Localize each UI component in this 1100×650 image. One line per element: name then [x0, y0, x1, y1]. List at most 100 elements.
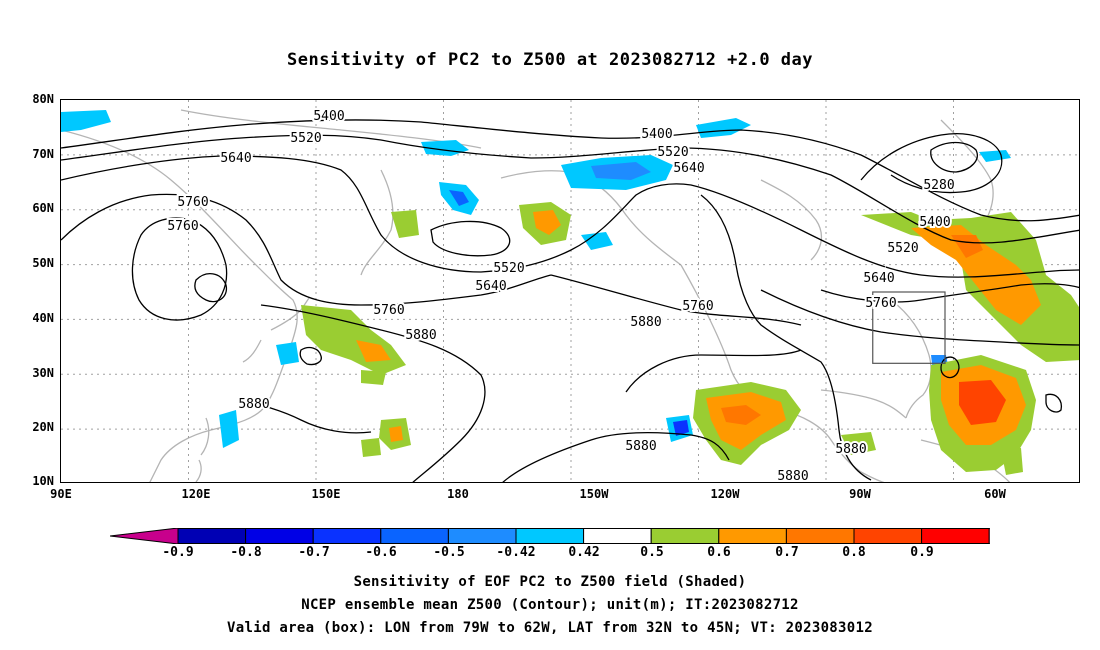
colorbar-segment — [447, 528, 517, 544]
negative-area — [276, 342, 299, 365]
positive-area — [391, 210, 419, 238]
negative-area — [61, 110, 111, 132]
colorbar-under-triangle — [110, 528, 179, 544]
colorbar-tick-label: -0.9 — [162, 545, 194, 560]
contour-label: 5640 — [475, 279, 506, 294]
contour-line — [131, 217, 228, 321]
positive-area — [1001, 448, 1023, 475]
contour-line — [502, 431, 730, 482]
positive-area — [361, 370, 386, 385]
positive-area — [361, 438, 381, 457]
positive-area — [356, 340, 391, 362]
contour-line — [61, 119, 1079, 222]
negative-area — [673, 420, 689, 436]
colorbar-segment — [380, 528, 449, 544]
contour-label: 5760 — [167, 219, 198, 234]
colorbar-segment — [583, 528, 652, 544]
lon-label: 90E — [50, 487, 72, 501]
lat-label: 60N — [32, 201, 54, 215]
colorbar-tick-label: 0.7 — [775, 545, 799, 560]
colorbar-segment — [515, 528, 585, 544]
contour-label-group: 5400 5520 5640 5760 5760 5520 5640 5760 … — [165, 107, 956, 483]
colorbar-tick-label: 0.6 — [707, 545, 731, 560]
contour-line — [61, 134, 1079, 244]
contour-label: 5280 — [923, 178, 954, 193]
lat-label: 30N — [32, 366, 54, 380]
lat-label: 70N — [32, 147, 54, 161]
lat-label: 80N — [32, 92, 54, 106]
colorbar-tick-label: -0.7 — [298, 545, 330, 560]
philippines-coastline — [195, 417, 210, 482]
colorbar-tick-label: -0.6 — [365, 545, 397, 560]
contour-line — [940, 356, 960, 379]
contour-line — [860, 133, 1003, 194]
colorbar-over-triangle — [988, 528, 990, 544]
negative-area — [696, 118, 751, 138]
contour-label: 5520 — [290, 131, 321, 146]
contour-label: 5400 — [313, 109, 344, 124]
lon-label: 120W — [710, 487, 740, 501]
contour-label: 5760 — [373, 303, 404, 318]
contour-label: 5640 — [220, 151, 251, 166]
colorbar-segment — [853, 528, 923, 544]
contour-line — [430, 220, 511, 257]
map-panel: 5400 5520 5640 5760 5760 5520 5640 5760 … — [60, 99, 1080, 483]
contour-line — [299, 346, 322, 366]
caption-contour: NCEP ensemble mean Z500 (Contour); unit(… — [301, 597, 799, 613]
contour-line — [700, 194, 872, 481]
contour-label: 5640 — [673, 161, 704, 176]
colorbar-segment — [177, 528, 247, 544]
contour-label: 5880 — [238, 397, 269, 412]
us-east-coastline — [890, 299, 932, 419]
contour-label: 5400 — [919, 215, 950, 230]
graticule — [61, 100, 1079, 482]
lat-label: 20N — [32, 420, 54, 434]
caption-valid-area: Valid area (box): LON from 79W to 62W, L… — [227, 620, 873, 636]
contour-label: 5880 — [405, 328, 436, 343]
alaska-coastline — [500, 170, 682, 266]
contour-line — [820, 283, 1079, 303]
colorbar-tick-label: -0.42 — [496, 545, 536, 560]
sensitivity-shading — [61, 110, 1079, 475]
colorbar-tick-label: 0.8 — [842, 545, 866, 560]
contour-line — [260, 304, 486, 482]
contour-line — [550, 274, 802, 326]
positive-area — [911, 225, 1041, 325]
japan-coastline — [242, 297, 310, 363]
contour-label: 5400 — [641, 127, 672, 142]
positive-area — [841, 432, 876, 455]
contour-label: 5640 — [863, 271, 894, 286]
lon-label: 90W — [849, 487, 871, 501]
positive-area — [533, 210, 561, 235]
colorbar-segment — [650, 528, 720, 544]
contour-line — [760, 289, 1079, 346]
contour-label: 5880 — [777, 469, 808, 483]
colorbar-segment — [312, 528, 382, 544]
contour-line — [61, 193, 552, 306]
positive-area — [389, 426, 403, 442]
contour-label: 5520 — [493, 261, 524, 276]
colorbar-segment — [921, 528, 990, 544]
contour-label: 5880 — [625, 439, 656, 454]
map-title: Sensitivity of PC2 to Z500 at 2023082712… — [286, 50, 813, 70]
gulf-coastline — [820, 389, 907, 419]
contour-line — [1045, 393, 1062, 413]
colorbar — [110, 528, 990, 544]
negative-area — [591, 162, 651, 180]
colorbar-tick-label: -0.8 — [230, 545, 262, 560]
negative-area — [219, 410, 239, 448]
colorbar-segment — [785, 528, 855, 544]
contour-label: 5880 — [630, 315, 661, 330]
lon-label: 180 — [447, 487, 469, 501]
negative-area — [581, 232, 613, 250]
lon-label: 120E — [181, 487, 211, 501]
lon-label: 150W — [579, 487, 609, 501]
sensitivity-map: 5400 5520 5640 5760 5760 5520 5640 5760 … — [61, 100, 1079, 483]
positive-area — [959, 380, 1006, 425]
contour-label: 5760 — [177, 195, 208, 210]
lon-label: 150E — [311, 487, 341, 501]
greenland-coastline — [940, 119, 994, 221]
colorbar-tick-label: 0.5 — [640, 545, 664, 560]
contour-label: 5520 — [887, 241, 918, 256]
contour-line — [194, 273, 228, 303]
